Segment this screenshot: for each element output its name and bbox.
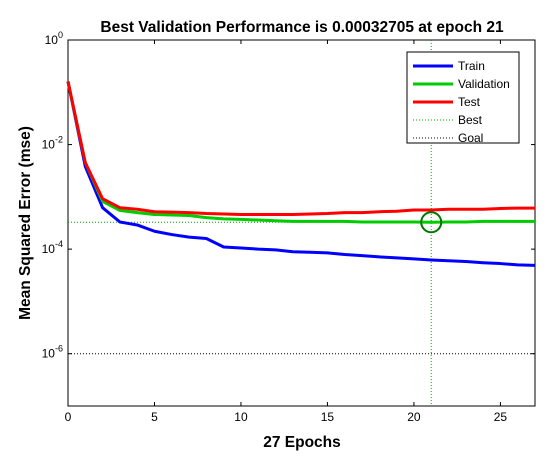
- y-tick-base: 10: [42, 242, 56, 256]
- y-tick-base: 10: [42, 138, 56, 152]
- y-tick-exponent: -2: [55, 135, 63, 145]
- y-tick-base: 10: [45, 33, 59, 47]
- legend: Train Validation Test Best Goal: [406, 51, 520, 145]
- x-tick-label: 10: [234, 410, 248, 424]
- y-tick-label: 10-2: [42, 135, 63, 152]
- legend-label-test: Test: [458, 95, 481, 109]
- y-tick-label: 100: [45, 30, 63, 47]
- legend-label-best: Best: [458, 113, 483, 127]
- best-marker: [420, 211, 443, 234]
- x-tick-label: 25: [494, 410, 508, 424]
- x-axis-label: 27 Epochs: [263, 434, 341, 451]
- y-tick-label: 10-6: [42, 344, 63, 361]
- y-tick-exponent: -6: [55, 344, 63, 354]
- series-line-test: [66, 81, 535, 216]
- x-tick-label: 20: [407, 410, 421, 424]
- y-tick-base: 10: [42, 347, 56, 361]
- legend-label-validation: Validation: [458, 77, 510, 91]
- x-tick-label: 15: [321, 410, 335, 424]
- chart-title: Best Validation Performance is 0.0003270…: [100, 19, 504, 36]
- y-tick-exponent: -4: [55, 239, 63, 249]
- x-tick-label: 0: [65, 410, 72, 424]
- legend-label-train: Train: [458, 59, 485, 73]
- series-line-train: [66, 81, 536, 267]
- series-layer: [66, 81, 536, 267]
- series-line-validation: [66, 81, 535, 224]
- y-tick-exponent: 0: [58, 30, 63, 40]
- x-tick-label: 5: [151, 410, 158, 424]
- y-tick-label: 10-4: [42, 239, 63, 256]
- legend-label-goal: Goal: [458, 131, 483, 145]
- best-marker-layer: [420, 211, 443, 234]
- y-axis-label: Mean Squared Error (mse): [17, 126, 34, 320]
